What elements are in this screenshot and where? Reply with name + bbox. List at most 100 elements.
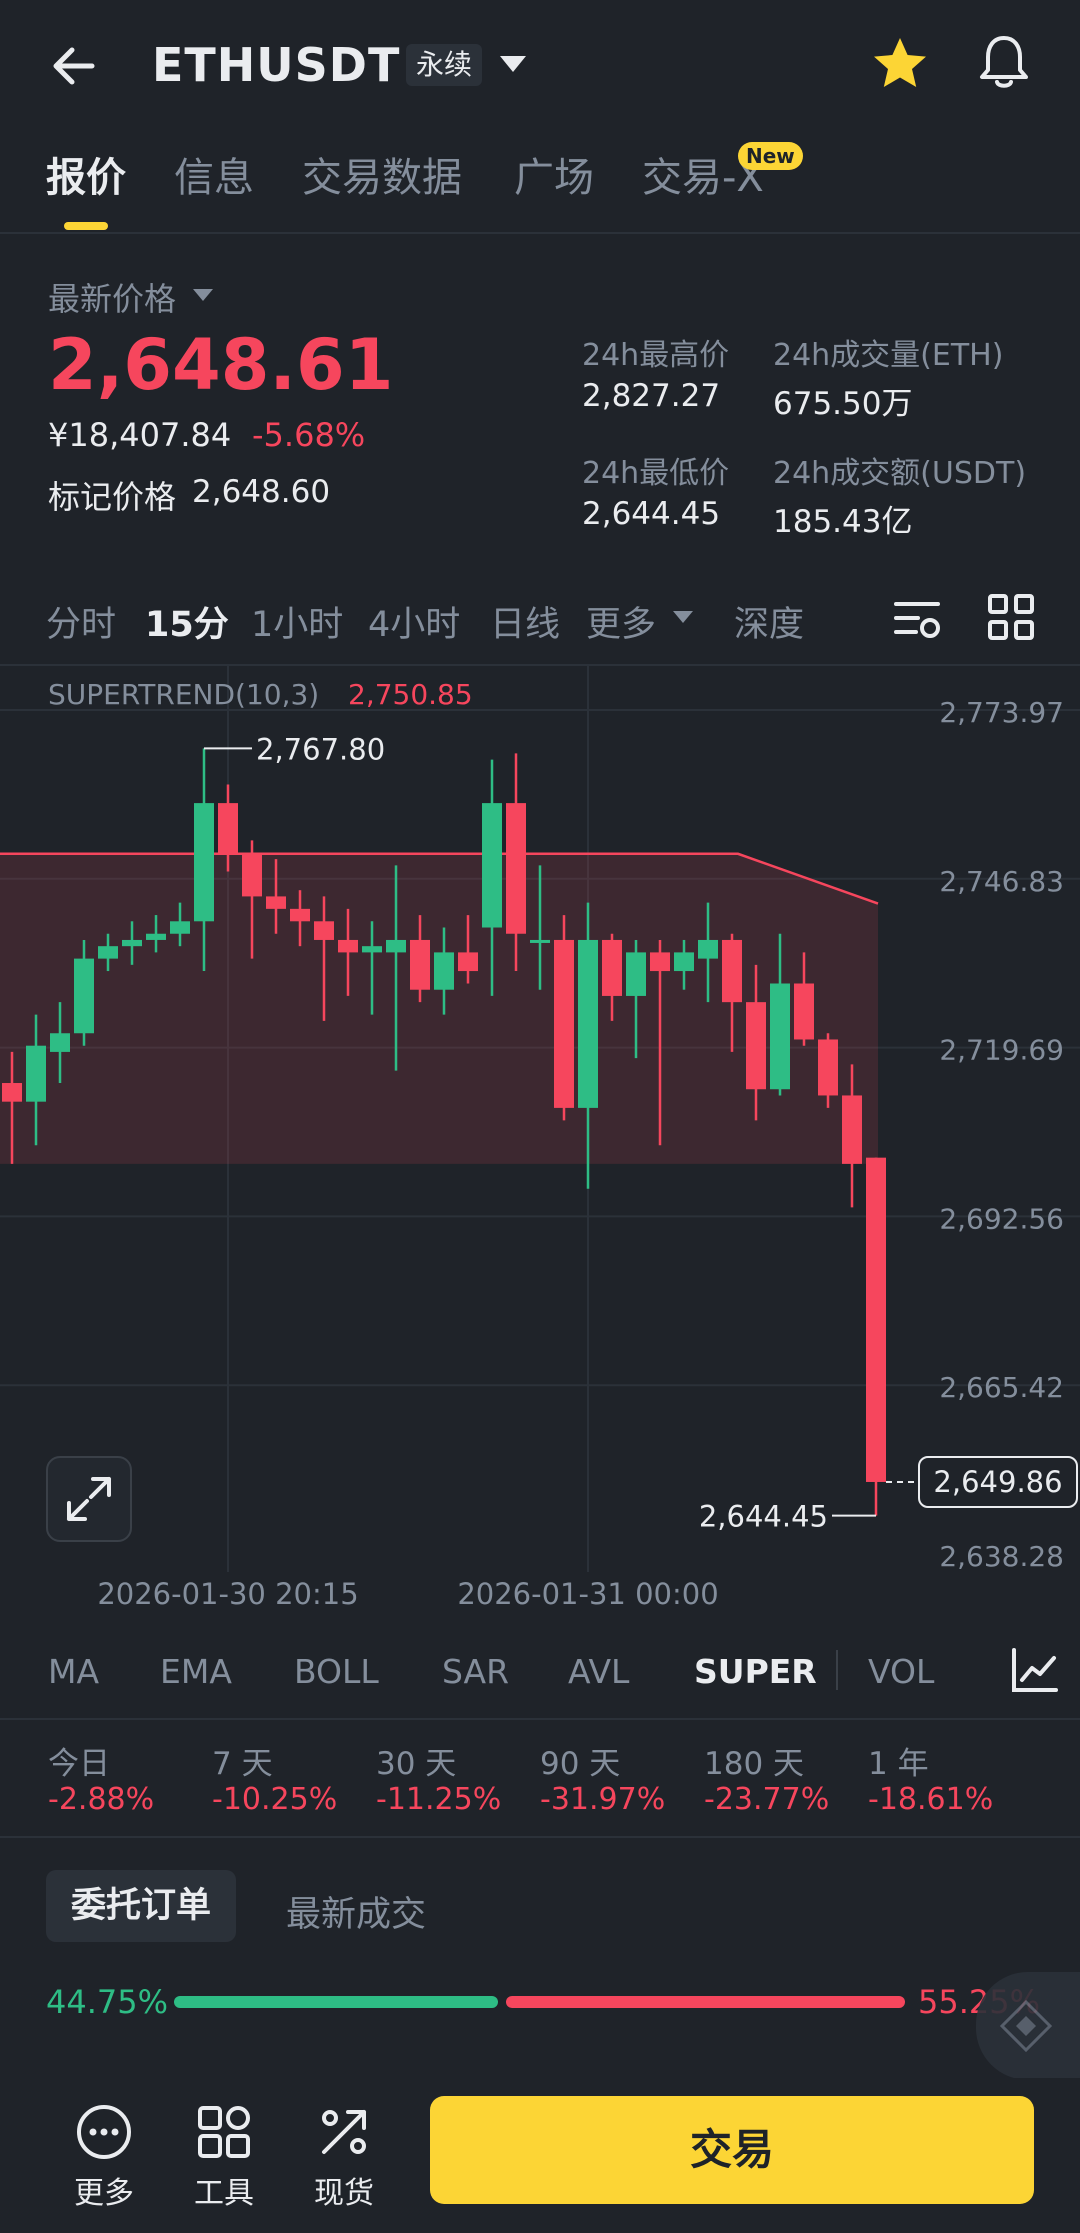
candle bbox=[842, 1064, 862, 1208]
caret-down-icon[interactable] bbox=[498, 52, 528, 76]
y-axis-label: 2,746.83 bbox=[939, 865, 1064, 898]
ask-ratio-bar bbox=[506, 1996, 905, 2008]
favorite-star-icon[interactable] bbox=[868, 32, 932, 96]
candle bbox=[362, 921, 382, 1015]
tab-quote[interactable]: 报价 bbox=[46, 155, 126, 201]
nav-more[interactable]: 更多 bbox=[74, 2102, 134, 2212]
chart-settings-icon[interactable] bbox=[892, 592, 944, 644]
bell-icon[interactable] bbox=[972, 30, 1036, 94]
symbol-title[interactable]: ETHUSDT bbox=[152, 38, 401, 92]
tools-grid-icon bbox=[198, 2106, 250, 2158]
candle bbox=[530, 865, 550, 990]
perf-value: -11.25% bbox=[376, 1782, 502, 1817]
tab-trading-data[interactable]: 交易数据 bbox=[302, 155, 462, 201]
interval-time[interactable]: 分时 bbox=[46, 605, 117, 645]
x-axis-label: 2026-01-31 00:00 bbox=[457, 1577, 718, 1611]
nav-tools[interactable]: 工具 bbox=[194, 2102, 254, 2212]
top-bar: ETHUSDT 永续 bbox=[0, 0, 1080, 130]
y-axis-label: 2,773.97 bbox=[939, 696, 1064, 729]
floating-widget[interactable] bbox=[976, 1972, 1080, 2080]
interval-15m[interactable]: 15分 bbox=[145, 605, 229, 645]
change-percent: -5.68% bbox=[252, 416, 366, 454]
candle bbox=[770, 933, 790, 1096]
x-axis-label: 2026-01-30 20:15 bbox=[97, 1577, 358, 1611]
bid-ratio: 44.75% bbox=[46, 1983, 169, 2021]
interval-1d[interactable]: 日线 bbox=[490, 605, 561, 645]
trade-button[interactable]: 交易 bbox=[430, 2096, 1034, 2204]
perf-period: 7 天 bbox=[212, 1746, 273, 1782]
divider bbox=[0, 232, 1080, 234]
interval-depth[interactable]: 深度 bbox=[734, 605, 805, 645]
candlestick-chart[interactable]: 2,773.97 2,746.83 2,719.69 2,692.56 2,665.42… bbox=[0, 666, 1080, 1626]
y-axis-label: 2,692.56 bbox=[939, 1202, 1064, 1235]
candle bbox=[818, 1033, 838, 1108]
perf-period: 90 天 bbox=[540, 1746, 621, 1782]
indicator-super[interactable]: SUPER bbox=[694, 1652, 817, 1691]
perf-value: -18.61% bbox=[868, 1782, 994, 1817]
divider bbox=[0, 1836, 1080, 1838]
candle bbox=[482, 759, 502, 996]
stat-value: 185.43亿 bbox=[773, 504, 913, 540]
stat-label: 24h成交额(USDT) bbox=[773, 456, 1027, 491]
candle bbox=[50, 1002, 70, 1084]
divider bbox=[836, 1650, 838, 1690]
indicator-ema[interactable]: EMA bbox=[160, 1652, 232, 1691]
candle bbox=[122, 921, 142, 965]
chart-canvas[interactable]: 2,773.97 2,746.83 2,719.69 2,692.56 2,665.42… bbox=[0, 666, 1080, 1626]
candle bbox=[146, 915, 166, 953]
perf-period: 1 年 bbox=[868, 1746, 929, 1782]
divider bbox=[0, 1718, 1080, 1720]
current-price-tag: 2,649.86 bbox=[918, 1455, 1078, 1508]
mark-price-value: 2,648.60 bbox=[192, 474, 331, 510]
candle bbox=[434, 927, 454, 1015]
high-price-label: 2,767.80 bbox=[256, 732, 385, 766]
perf-value: -10.25% bbox=[212, 1782, 338, 1817]
candle bbox=[554, 915, 574, 1121]
mark-price-label: 标记价格 bbox=[48, 478, 177, 516]
stat-value: 675.50万 bbox=[773, 386, 913, 422]
indicator-sar[interactable]: SAR bbox=[442, 1652, 510, 1691]
candle bbox=[74, 939, 94, 1046]
y-axis-label: 2,719.69 bbox=[939, 1034, 1064, 1067]
tab-square[interactable]: 广场 bbox=[514, 155, 594, 201]
indicator-avl[interactable]: AVL bbox=[568, 1652, 630, 1691]
y-axis-label: 2,638.28 bbox=[939, 1540, 1064, 1573]
fullscreen-button[interactable] bbox=[46, 1456, 132, 1542]
interval-more[interactable]: 更多 bbox=[586, 605, 657, 645]
candle bbox=[314, 896, 334, 1021]
tab-recent-trades[interactable]: 最新成交 bbox=[286, 1895, 427, 1935]
grid-layout-icon[interactable] bbox=[986, 592, 1036, 642]
tab-info[interactable]: 信息 bbox=[174, 155, 254, 201]
nav-spot[interactable]: 现货 bbox=[314, 2102, 374, 2212]
caret-down-icon[interactable] bbox=[192, 288, 214, 302]
candle bbox=[794, 952, 814, 1046]
perf-period: 180 天 bbox=[704, 1746, 805, 1782]
new-badge: New bbox=[738, 142, 803, 170]
candle bbox=[674, 939, 694, 990]
candle bbox=[866, 1157, 886, 1516]
back-arrow-icon[interactable] bbox=[44, 36, 104, 96]
indicator-boll[interactable]: BOLL bbox=[294, 1652, 379, 1691]
indicator-ma[interactable]: MA bbox=[48, 1652, 100, 1691]
interval-1h[interactable]: 1小时 bbox=[251, 605, 344, 645]
last-price-label[interactable]: 最新价格 bbox=[48, 280, 177, 318]
perf-value: -23.77% bbox=[704, 1782, 830, 1817]
perf-period: 30 天 bbox=[376, 1746, 457, 1782]
candle bbox=[722, 933, 742, 1052]
caret-down-icon[interactable] bbox=[672, 610, 694, 624]
indicator-settings-icon[interactable] bbox=[1010, 1646, 1060, 1694]
candle bbox=[746, 964, 766, 1121]
candle bbox=[338, 908, 358, 996]
candle bbox=[218, 784, 238, 872]
tab-order-book[interactable]: 委托订单 bbox=[46, 1870, 236, 1942]
indicator-vol[interactable]: VOL bbox=[868, 1652, 935, 1691]
expand-icon bbox=[67, 1477, 111, 1521]
y-axis-label: 2,665.42 bbox=[939, 1371, 1064, 1404]
perf-value: -2.88% bbox=[48, 1782, 155, 1817]
candle bbox=[602, 933, 622, 1021]
nav-label: 更多 bbox=[74, 2176, 134, 2211]
interval-4h[interactable]: 4小时 bbox=[368, 605, 461, 645]
contract-type-badge: 永续 bbox=[406, 44, 483, 86]
candle bbox=[194, 748, 214, 972]
diamond-logo-icon bbox=[999, 1999, 1053, 2053]
